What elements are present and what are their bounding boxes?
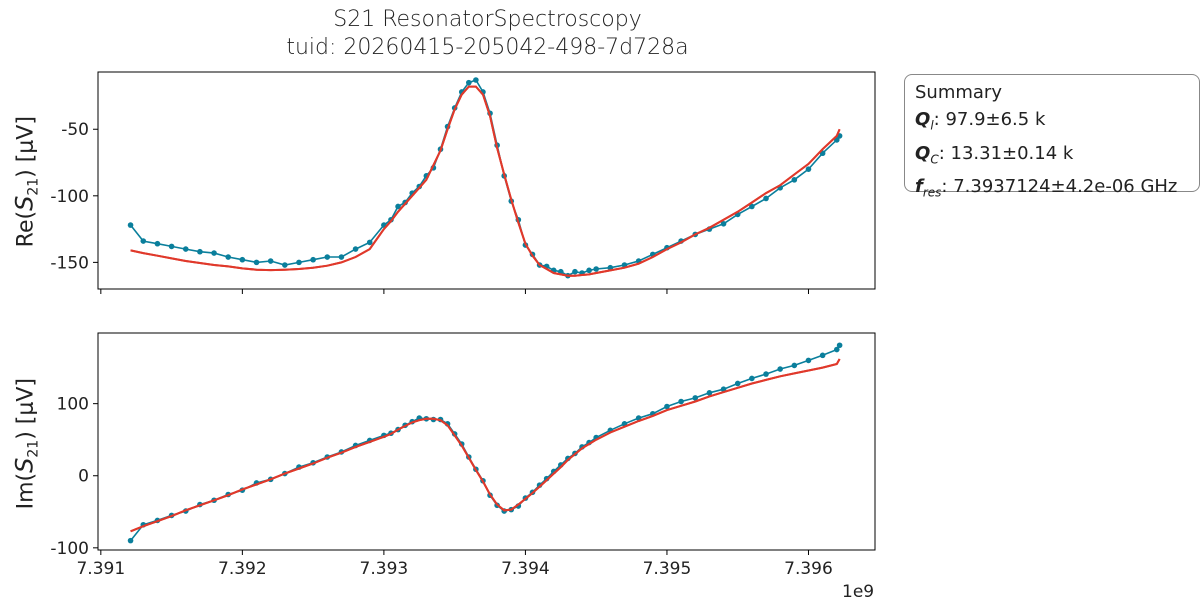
data-point	[154, 240, 161, 247]
x-tick-label: 7.395	[643, 559, 692, 579]
data-point	[607, 264, 614, 271]
summary-box: Summary Ql: 97.9±6.5 k QC: 13.31±0.14 k …	[904, 74, 1200, 200]
data-point	[586, 267, 592, 274]
x-tick-label: 7.393	[360, 559, 409, 579]
data-line	[129, 344, 841, 542]
im-axis-ylabel: Im(S21) [μV]	[10, 374, 41, 514]
data-point	[791, 177, 798, 183]
re-subplot: -50 -100 -150	[50, 71, 876, 294]
y-tick-label: -100	[50, 539, 89, 559]
data-point	[749, 203, 755, 210]
data-point	[197, 248, 203, 255]
data-point	[352, 246, 359, 252]
data-point	[182, 246, 189, 252]
ylabel-prefix: Re(	[13, 210, 39, 248]
data-point	[664, 403, 670, 410]
data-point	[593, 266, 599, 272]
y-tick-label: 0	[78, 467, 89, 487]
data-point	[140, 238, 147, 244]
data-point	[558, 268, 564, 275]
data-point	[678, 398, 684, 405]
ylabel-subscript: 21	[25, 439, 42, 458]
ylabel-symbol: S	[10, 457, 39, 473]
fit-line-overlay	[130, 358, 841, 533]
y-tick-label: -50	[61, 120, 89, 140]
data-point	[720, 386, 727, 393]
y-tick-label: -150	[50, 253, 89, 273]
data-point	[168, 243, 175, 250]
data-point	[395, 203, 401, 210]
qc-subscript: C	[930, 152, 939, 167]
data-point	[777, 366, 783, 372]
y-tick-label: -100	[50, 187, 89, 207]
data-point	[239, 256, 246, 263]
data-point	[763, 195, 769, 202]
data-point	[791, 362, 798, 369]
data-point	[734, 380, 741, 387]
data-point	[720, 220, 727, 227]
summary-fres: fres: 7.3937124±4.2e-06 GHz	[915, 173, 1189, 207]
axes-frame	[97, 332, 876, 551]
fit-line	[130, 85, 841, 277]
re-axis-ylabel: Re(S21) [μV]	[10, 112, 41, 252]
data-point	[366, 239, 373, 246]
data-point	[296, 259, 302, 266]
ylabel-symbol: S	[10, 195, 39, 211]
ylabel-suffix: ) [μV]	[13, 116, 39, 178]
data-point	[833, 346, 840, 353]
data-point	[310, 256, 316, 263]
fit-line-overlay	[130, 85, 841, 277]
data-point	[763, 371, 769, 377]
chart-title-line1: S21 ResonatorSpectroscopy	[333, 7, 642, 32]
data-point	[127, 222, 134, 228]
data-point	[706, 390, 713, 396]
x-tick-label: 7.396	[784, 559, 833, 579]
data-point	[267, 258, 274, 264]
data-point	[819, 352, 826, 359]
qc-value: : 13.31±0.14 k	[938, 142, 1074, 164]
data-point	[749, 375, 755, 382]
data-point	[805, 357, 812, 364]
data-line	[129, 79, 841, 277]
x-axis-offset-label: 1e9	[842, 582, 875, 602]
fres-subscript: res	[922, 185, 942, 200]
data-point	[692, 395, 699, 401]
x-tick-label: 7.392	[218, 559, 267, 579]
chart-title-line2: tuid: 20260415-205042-498-7d728a	[286, 35, 689, 60]
ylabel-subscript: 21	[25, 177, 42, 196]
ql-symbol: Q	[915, 109, 931, 130]
data-point	[473, 77, 479, 83]
data-point	[338, 254, 345, 260]
summary-qc: QC: 13.31±0.14 k	[915, 140, 1189, 174]
data-point	[572, 268, 578, 275]
data-point	[253, 259, 260, 266]
data-point	[127, 537, 134, 544]
ql-value: : 97.9±6.5 k	[933, 109, 1046, 130]
fres-value: : 7.3937124±4.2e-06 GHz	[941, 176, 1178, 198]
data-point	[836, 342, 843, 349]
x-tick-label: 7.391	[76, 559, 125, 579]
fres-symbol: f	[915, 176, 923, 198]
data-point	[466, 79, 472, 86]
data-point	[225, 254, 232, 260]
qc-symbol: Q	[915, 142, 931, 164]
summary-ql: Ql: 97.9±6.5 k	[915, 106, 1189, 140]
data-point	[805, 166, 812, 172]
y-tick-label: 100	[57, 395, 89, 415]
ql-subscript: l	[930, 118, 934, 133]
ylabel-suffix: ) [μV]	[13, 378, 39, 440]
summary-heading: Summary	[915, 82, 1002, 103]
x-tick-label: 7.394	[501, 559, 550, 579]
data-point	[211, 250, 217, 256]
data-point	[282, 262, 288, 268]
axes-frame	[97, 71, 876, 290]
data-point	[324, 254, 331, 260]
ylabel-prefix: Im(	[13, 472, 39, 510]
